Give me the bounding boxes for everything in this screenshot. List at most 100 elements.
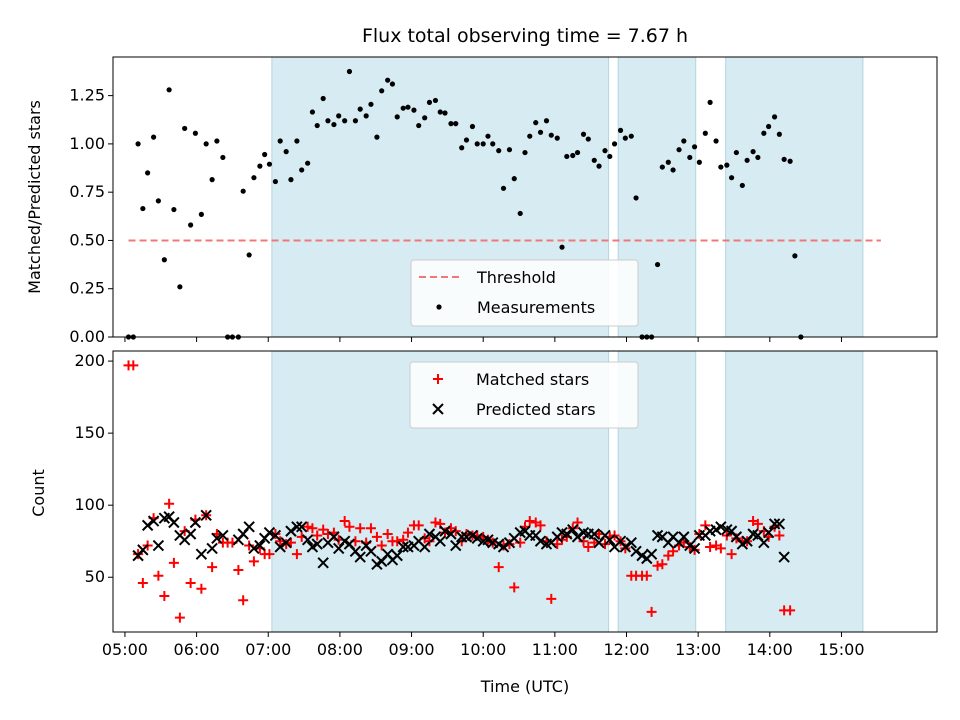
- predicted-point: [147, 515, 160, 527]
- x-tick-label: 05:00: [102, 640, 148, 659]
- measurement-point: [352, 118, 359, 124]
- predicted-point: [762, 526, 775, 539]
- predicted-point: [645, 548, 658, 560]
- predicted-point: [688, 542, 701, 555]
- predicted-point: [630, 545, 642, 558]
- predicted-point: [450, 539, 462, 552]
- predicted-point: [317, 557, 329, 569]
- measurement-point: [166, 87, 172, 93]
- matched-point: [168, 557, 179, 568]
- predicted-point: [604, 534, 616, 546]
- x-tick-label: 13:00: [675, 640, 721, 659]
- measurement-point: [543, 118, 550, 124]
- measurement-point: [776, 131, 782, 137]
- predicted-point: [311, 538, 323, 550]
- matched-point: [546, 593, 557, 604]
- measurement-point: [548, 132, 554, 138]
- predicted-point: [301, 534, 314, 546]
- x-tick-label: 08:00: [317, 640, 363, 659]
- y-tick-label: 150: [74, 423, 105, 442]
- measurement-point: [336, 113, 342, 119]
- measurement-point: [309, 109, 316, 115]
- matched-point: [174, 612, 185, 623]
- measurement-point: [755, 154, 761, 161]
- measurement-point: [422, 115, 428, 121]
- legend-box: [409, 361, 639, 429]
- legend: Matched stars Predicted stars: [409, 361, 639, 429]
- predicted-point: [141, 519, 154, 532]
- measurement-point: [288, 177, 294, 183]
- predicted-point: [328, 531, 340, 543]
- matched-point: [413, 520, 424, 531]
- predicted-point: [768, 518, 781, 530]
- measurement-point: [659, 164, 665, 170]
- measurement-point: [628, 133, 634, 139]
- matched-point: [652, 560, 663, 571]
- x-tick-label: 07:00: [245, 640, 291, 659]
- predicted-point: [715, 521, 727, 533]
- measurement-point: [665, 159, 671, 165]
- x-tick-label: 14:00: [747, 640, 793, 659]
- measurement-point: [602, 148, 608, 154]
- x-tick-label: 11:00: [532, 640, 578, 659]
- matched-point: [244, 540, 255, 551]
- y-tick-label: 1.00: [69, 134, 105, 153]
- y-tick-label: 0.00: [69, 327, 105, 346]
- measurement-point: [214, 138, 220, 144]
- x-tick-label: 06:00: [174, 640, 220, 659]
- measurement-point: [517, 210, 523, 217]
- measurement-point: [171, 206, 177, 213]
- matched-point: [307, 523, 318, 534]
- matched-point: [535, 520, 546, 531]
- measurement-point: [246, 252, 252, 258]
- measurement-point: [325, 118, 331, 124]
- observing-interval: [725, 350, 864, 633]
- measurement-point: [617, 127, 624, 133]
- measurement-point: [580, 131, 587, 137]
- measurement-point: [724, 162, 730, 168]
- legend-matched-swatch: [433, 374, 443, 384]
- measurement-point: [781, 156, 787, 162]
- x-tick-label: 09:00: [388, 640, 434, 659]
- series-0: [125, 68, 804, 340]
- matched-point: [285, 537, 296, 548]
- legend-label: Measurements: [477, 298, 595, 317]
- measurement-point: [140, 205, 146, 212]
- predicted-point: [567, 523, 579, 536]
- measurement-point: [299, 167, 305, 173]
- y-tick-label: 200: [74, 351, 105, 370]
- matched-point: [524, 516, 535, 527]
- predicted-point: [455, 531, 468, 543]
- predicted-point: [137, 544, 149, 556]
- observing-interval: [725, 56, 864, 338]
- predicted-point: [423, 528, 436, 540]
- predicted-point: [571, 531, 584, 543]
- matched-point: [641, 570, 652, 581]
- predicted-point: [561, 528, 573, 540]
- matched-point: [312, 530, 323, 541]
- predicted-point: [625, 536, 637, 549]
- measurement-point: [474, 141, 480, 147]
- measurement-point: [177, 284, 183, 290]
- measurement-point: [283, 149, 289, 155]
- matched-point: [752, 518, 763, 529]
- axes-frame: [112, 56, 938, 338]
- predicted-point: [758, 536, 770, 549]
- chart-title: Flux total observing time = 7.67 h: [362, 25, 688, 47]
- measurement-point: [277, 138, 283, 144]
- measurement-point: [718, 164, 724, 170]
- matched-point: [344, 521, 355, 532]
- y-tick-label: 1.25: [69, 86, 105, 105]
- x-axis-label: Time (UTC): [480, 677, 569, 696]
- measurement-point: [198, 211, 204, 217]
- predicted-point: [445, 528, 457, 540]
- measurement-point: [459, 145, 465, 151]
- predicted-point: [354, 551, 366, 563]
- matched-point: [365, 523, 376, 534]
- matched-point: [159, 590, 170, 601]
- matched-point: [207, 562, 218, 573]
- measurement-point: [750, 149, 756, 155]
- measurement-point: [713, 138, 719, 144]
- measurement-point: [792, 253, 798, 259]
